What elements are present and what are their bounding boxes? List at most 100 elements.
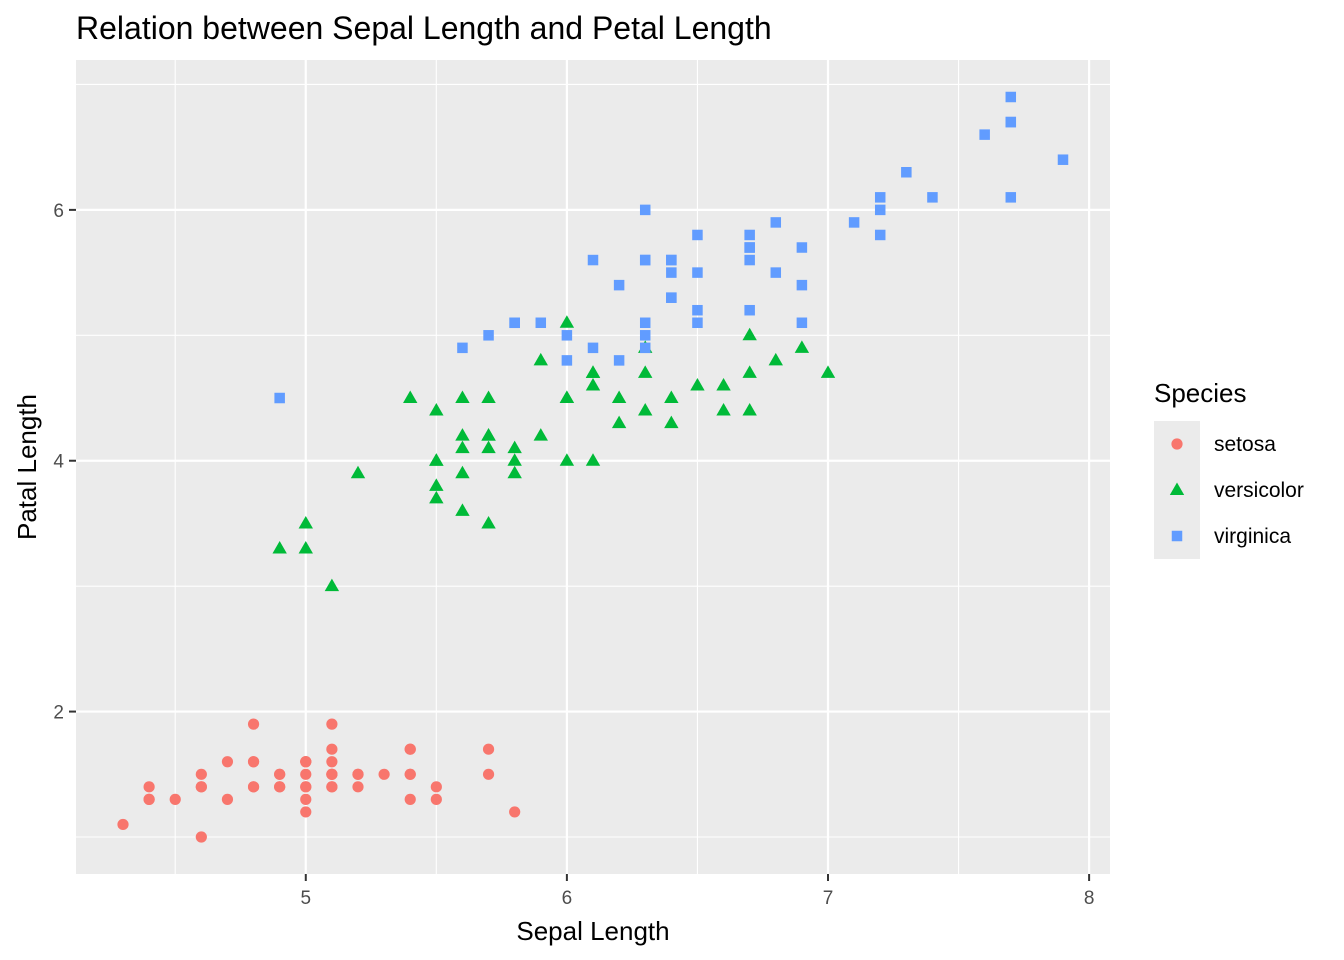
setosa-point [300,756,312,768]
legend-title: Species [1154,378,1247,408]
setosa-point [352,781,364,793]
setosa-point [274,768,286,780]
virginica-point [796,242,808,253]
setosa-point [404,768,416,780]
versicolor-point [559,453,575,466]
versicolor-point [481,390,496,404]
virginica-point [639,317,651,329]
virginica-point [796,317,808,329]
legend-key-virginica [1171,530,1183,542]
series-setosa [117,718,521,843]
setosa-point [326,756,338,768]
versicolor-point [272,541,287,554]
versicolor-point [350,465,366,479]
virginica-point [1057,154,1069,165]
versicolor-point [455,503,470,516]
setosa-point [326,743,338,755]
virginica-point [692,304,703,316]
y-axis: 2 4 6 [53,201,76,724]
versicolor-point [455,440,470,454]
virginica-point [692,317,703,329]
setosa-point [247,781,260,793]
setosa-point [221,793,234,805]
setosa-point [482,768,495,780]
virginica-point [901,167,912,178]
grid-minor [76,60,1110,874]
versicolor-point [507,465,522,479]
virginica-point [587,342,599,354]
versicolor-point [716,377,731,391]
x-tick-label: 6 [562,888,573,909]
versicolor-point [585,365,601,378]
versicolor-point [298,541,313,554]
series-virginica [274,91,1069,404]
versicolor-point [507,453,522,466]
versicolor-point [742,365,757,378]
setosa-point [169,793,181,805]
setosa-point [430,793,442,805]
versicolor-point [585,377,601,391]
versicolor-point [533,352,548,366]
versicolor-point [611,415,627,429]
legend-label-virginica: virginica [1214,525,1291,548]
versicolor-point [820,365,836,378]
setosa-point [143,781,155,793]
versicolor-point [429,403,444,416]
x-axis: 5 6 7 8 [300,874,1094,909]
setosa-point [274,781,286,793]
setosa-point [247,756,260,768]
setosa-point [195,781,207,793]
versicolor-point [611,390,627,404]
setosa-point [247,718,260,730]
virginica-point [274,392,285,404]
versicolor-point [585,453,601,466]
chart-title: Relation between Sepal Length and Petal … [76,10,772,46]
virginica-point [561,330,573,341]
versicolor-point [559,390,575,404]
virginica-point [509,317,520,329]
virginica-point [639,342,651,354]
legend-item-virginica: virginica [1154,513,1291,559]
y-tick-label: 6 [53,201,64,222]
virginica-point [770,267,782,278]
setosa-point [300,768,312,780]
versicolor-point [690,377,705,391]
virginica-point [587,254,599,266]
x-tick-label: 5 [300,888,311,909]
setosa-point [430,781,442,793]
virginica-point [666,267,677,278]
setosa-point [352,768,364,780]
versicolor-point [559,315,575,328]
y-tick-label: 4 [53,452,64,473]
versicolor-point [742,403,757,416]
legend-key-setosa [1171,438,1183,450]
versicolor-point [768,352,783,366]
versicolor-point [481,428,496,441]
setosa-point [404,793,416,805]
virginica-point [535,317,547,329]
virginica-point [692,267,703,278]
versicolor-point [716,403,731,416]
versicolor-point [429,453,444,466]
virginica-point [666,254,677,266]
virginica-point [927,192,938,203]
setosa-point [482,743,495,755]
virginica-point [744,229,755,241]
x-tick-label: 7 [823,888,834,909]
setosa-point [326,768,338,780]
versicolor-point [298,515,313,529]
versicolor-point [403,390,418,404]
setosa-point [326,781,338,793]
virginica-point [483,330,494,341]
virginica-point [979,129,990,140]
legend-item-versicolor: versicolor [1154,467,1304,513]
versicolor-point [533,428,548,441]
virginica-point [457,342,468,354]
virginica-point [874,204,886,216]
virginica-point [613,279,625,291]
setosa-point [378,768,390,780]
versicolor-point [429,478,444,491]
versicolor-point [324,578,340,592]
y-axis-title: Patal Length [12,394,42,540]
versicolor-point [664,390,679,404]
